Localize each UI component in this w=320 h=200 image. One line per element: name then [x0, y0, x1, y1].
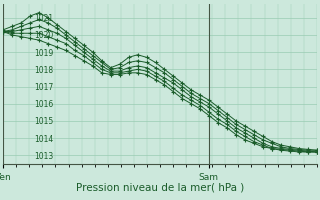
- Text: Pression niveau de la mer( hPa ): Pression niveau de la mer( hPa ): [76, 182, 244, 192]
